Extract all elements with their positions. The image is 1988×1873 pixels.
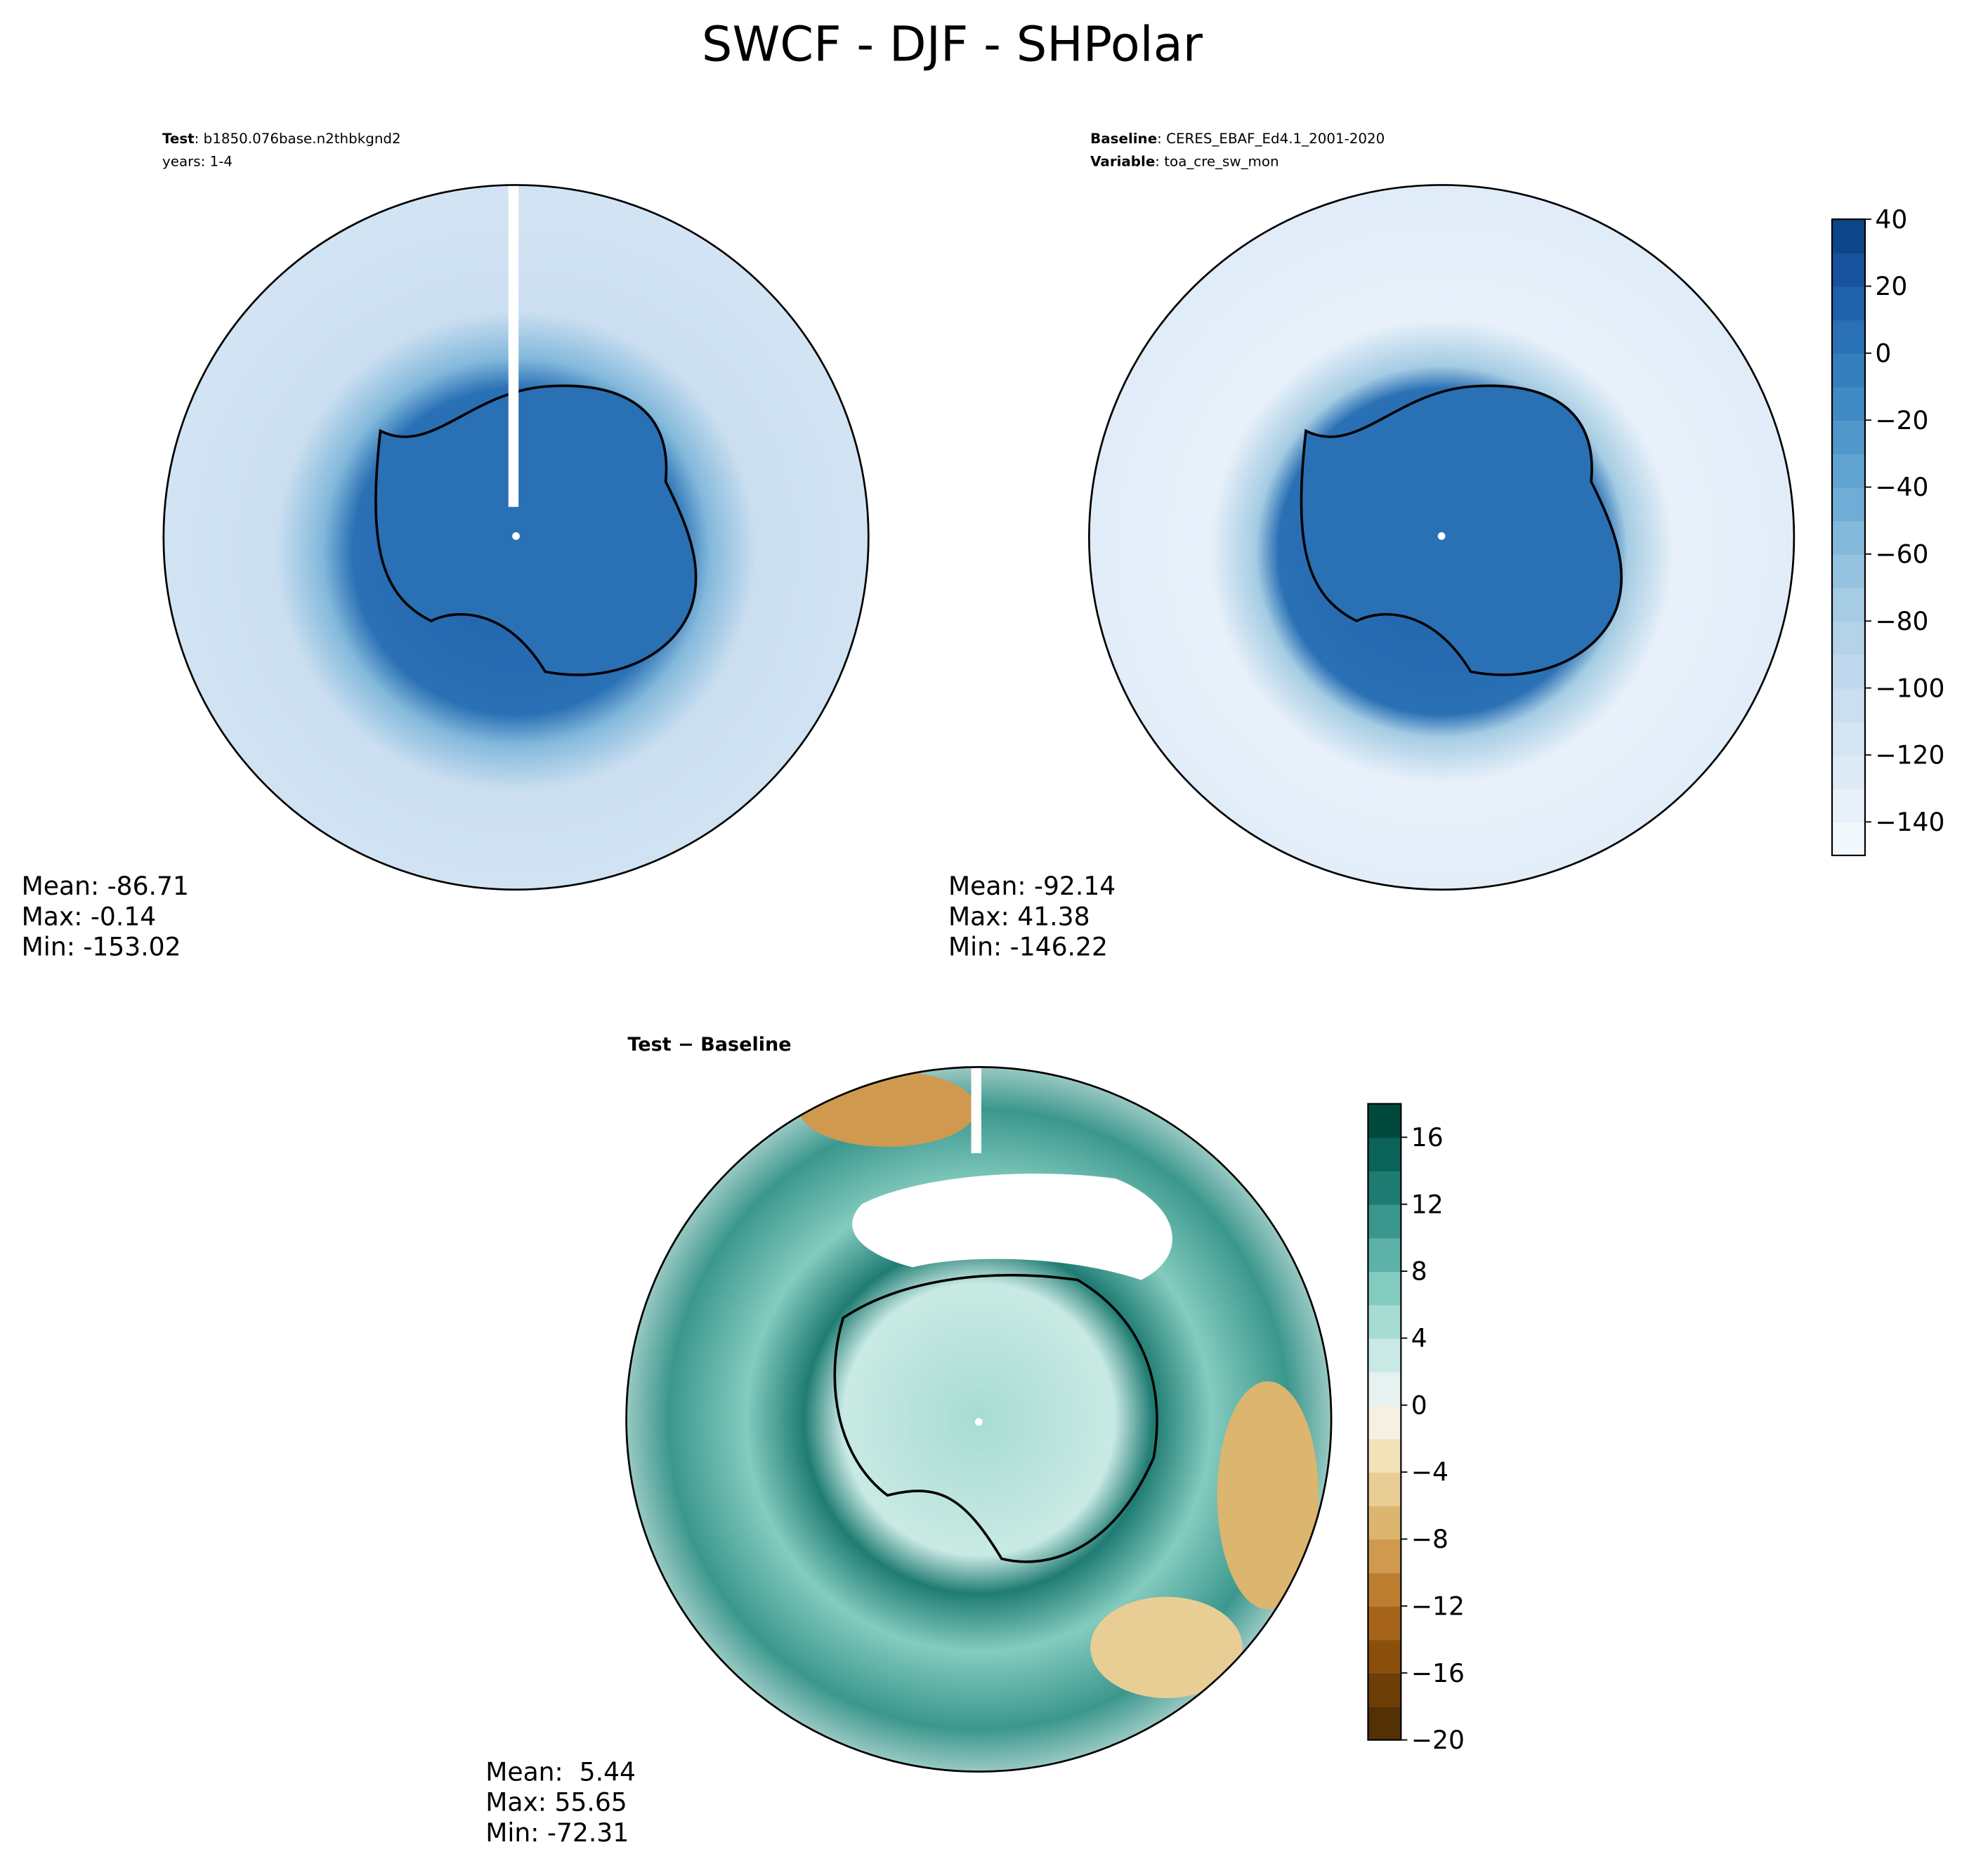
colorbar-band — [1832, 721, 1865, 756]
colorbar-frame — [1367, 1103, 1402, 1741]
colorbar-tick-label: −120 — [1875, 741, 1944, 770]
colorbar-band — [1368, 1505, 1401, 1540]
colorbar-band — [1832, 219, 1865, 254]
colorbar-band — [1832, 621, 1865, 655]
colorbar-tick-label: 16 — [1411, 1123, 1444, 1152]
header-text: years: 1-4 — [162, 153, 233, 169]
colorbar-band — [1832, 822, 1865, 856]
colorbar-tick-label: −60 — [1875, 540, 1928, 570]
colorbar-tick-label: 20 — [1875, 272, 1907, 301]
colorbar-tick-label: −40 — [1875, 473, 1928, 502]
map-baseline — [1089, 185, 1794, 890]
colorbar-band — [1832, 252, 1865, 287]
colorbar-band — [1832, 587, 1865, 622]
header-label: Baseline — [1090, 131, 1157, 147]
colorbar-tick-label: 12 — [1411, 1190, 1444, 1219]
colorbar-band — [1368, 1639, 1401, 1674]
figure-title: SWCF - DJF - SHPolar — [702, 17, 1203, 73]
colorbar-band — [1832, 453, 1865, 488]
colorbar-band — [1832, 520, 1865, 555]
stat: Max: -0.14 — [22, 902, 157, 931]
map-border — [625, 1066, 1333, 1773]
colorbar-band — [1368, 1271, 1401, 1306]
colorbar-band — [1832, 654, 1865, 689]
header-label: Test − Baseline — [627, 1034, 791, 1056]
colorbar-band — [1368, 1304, 1401, 1339]
colorbar-tick-label: 40 — [1875, 205, 1907, 235]
panel-header: Test: b1850.076base.n2thbkgnd2 — [162, 131, 401, 147]
colorbar-band — [1368, 1137, 1401, 1171]
colorbar-band — [1368, 1237, 1401, 1272]
header-label: Variable — [1090, 153, 1155, 169]
colorbar-band — [1832, 386, 1865, 421]
stat: Min: -153.02 — [22, 933, 181, 962]
map-border — [162, 184, 870, 891]
colorbar-band — [1832, 420, 1865, 454]
colorbar-band — [1832, 320, 1865, 354]
colorbar-band — [1368, 1103, 1401, 1138]
colorbar-band — [1368, 1673, 1401, 1707]
stat: Mean: 5.44 — [485, 1757, 636, 1787]
colorbar-tick-label: −100 — [1875, 673, 1944, 703]
colorbar-band — [1368, 1438, 1401, 1473]
colorbar-tick-label: 8 — [1411, 1257, 1427, 1287]
colorbar-band — [1832, 553, 1865, 589]
colorbar-band — [1368, 1472, 1401, 1506]
map-test — [163, 185, 869, 890]
stat: Min: -72.31 — [485, 1818, 629, 1848]
map-border — [1088, 184, 1796, 891]
header-text: : CERES_EBAF_Ed4.1_2001-2020 — [1157, 131, 1385, 147]
stat: Max: 55.65 — [485, 1788, 627, 1818]
colorbar-tick-label: −16 — [1411, 1659, 1465, 1688]
colorbar-band — [1368, 1605, 1401, 1641]
panel-header: Baseline: CERES_EBAF_Ed4.1_2001-2020 — [1090, 131, 1385, 147]
colorbar-band — [1368, 1338, 1401, 1372]
stat: Max: 41.38 — [948, 902, 1090, 931]
colorbar-tick-label: 0 — [1875, 339, 1891, 369]
colorbar-band — [1368, 1405, 1401, 1440]
colorbar-tick-label: −12 — [1411, 1591, 1465, 1621]
panel-header: years: 1-4 — [162, 153, 233, 169]
header-text: : b1850.076base.n2thbkgnd2 — [195, 131, 401, 147]
colorbar-band — [1368, 1372, 1401, 1406]
map-difference — [626, 1067, 1332, 1772]
colorbar-tick-label: −4 — [1411, 1458, 1449, 1487]
colorbar-band — [1368, 1204, 1401, 1239]
colorbar-band — [1832, 754, 1865, 789]
header-text: : toa_cre_sw_mon — [1155, 153, 1279, 169]
stat: Mean: -92.14 — [948, 872, 1116, 901]
colorbar-frame — [1831, 218, 1866, 857]
colorbar-tick-label: −140 — [1875, 808, 1944, 837]
colorbar-band — [1832, 688, 1865, 723]
colorbar-tick-label: 4 — [1411, 1324, 1427, 1353]
colorbar-band — [1832, 487, 1865, 522]
colorbar-tick-label: −20 — [1875, 406, 1928, 435]
colorbar-band — [1368, 1171, 1401, 1205]
colorbar-tick-label: 0 — [1411, 1391, 1427, 1420]
panel-header: Test − Baseline — [627, 1034, 791, 1056]
colorbar-band — [1832, 286, 1865, 321]
colorbar-band — [1368, 1706, 1401, 1741]
colorbar-band — [1368, 1572, 1401, 1607]
colorbar-band — [1832, 353, 1865, 388]
colorbar-tick-label: −20 — [1411, 1726, 1465, 1755]
header-label: Test — [162, 131, 195, 147]
stat: Mean: -86.71 — [22, 872, 189, 901]
colorbar-tick-label: −8 — [1411, 1525, 1449, 1554]
colorbar-band — [1832, 788, 1865, 823]
panel-header: Variable: toa_cre_sw_mon — [1090, 153, 1279, 169]
colorbar-band — [1368, 1539, 1401, 1574]
stat: Min: -146.22 — [948, 933, 1108, 962]
colorbar-tick-label: −80 — [1875, 607, 1928, 636]
